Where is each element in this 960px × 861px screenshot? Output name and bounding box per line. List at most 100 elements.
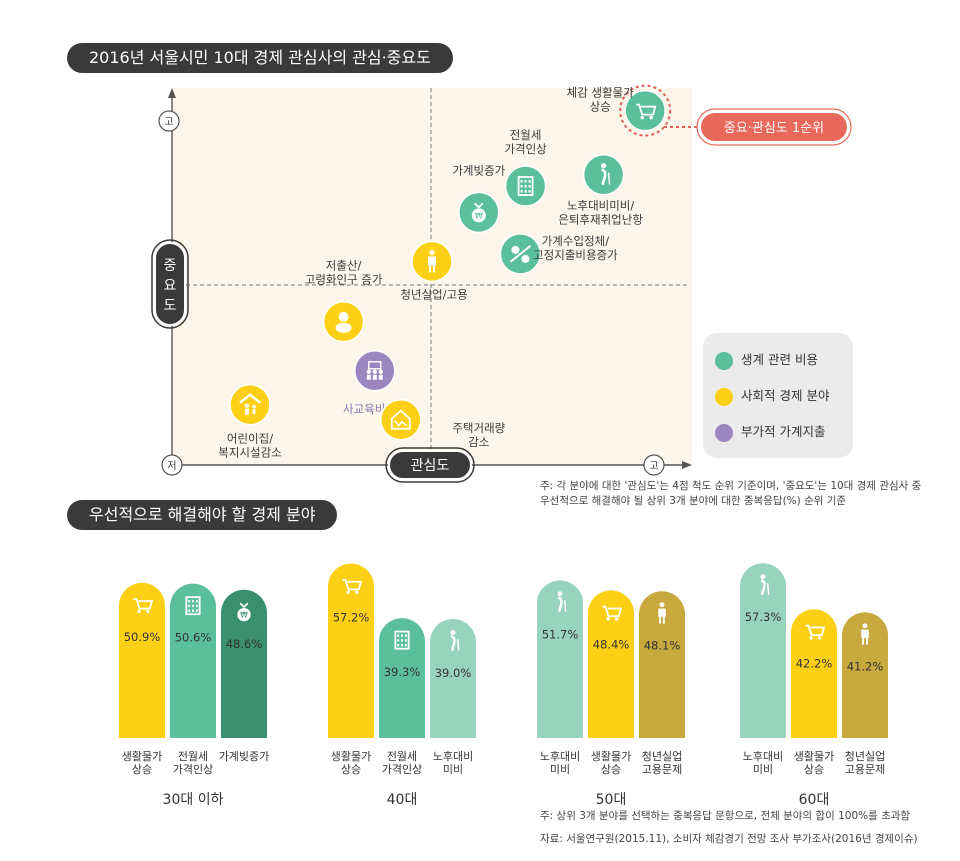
bar-shape [119, 582, 165, 738]
building-icon [517, 176, 534, 196]
svg-text:₩: ₩ [240, 610, 248, 619]
bar-value-label: 48.4% [593, 637, 630, 651]
bar-shape [740, 563, 786, 738]
bar-shape [537, 580, 583, 738]
bar: 39.3% 전월세 가격인상 [379, 618, 425, 776]
bar: 48.4% 생활물가 상승 [588, 590, 634, 776]
origin-marker [161, 454, 183, 476]
x-high-marker [643, 454, 665, 476]
scatter-point: 가계수입정체/고정지출비용증가 [499, 233, 618, 275]
bar-value-label: 39.0% [435, 666, 472, 680]
bar-group: 51.7% 노후대비 미비 48.4% 생활물가 상승 48.1% 청년실업 고용문제 50대 [537, 580, 685, 808]
y-axis-title-pill [154, 242, 186, 326]
bar: ₩48.6% 가계빚증가 [219, 589, 270, 763]
y-axis-arrow [168, 88, 176, 98]
elderly-icon [601, 163, 611, 186]
bar: 57.3% 노후대비 미비 [740, 563, 786, 776]
bar-group: 57.3% 노후대비 미비 42.2% 생활물가 상승 41.2% 청년실업 고용문제 60대 [740, 563, 888, 808]
scatter-point: 사교육비증가 [343, 350, 407, 416]
bar-value-label: 57.3% [745, 610, 782, 624]
legend-swatch [715, 351, 733, 370]
legend-item-living-cost: 생계 관련 비용 [715, 350, 818, 370]
worker-icon [861, 623, 869, 645]
bar-category-label: 생활물가 상승 [122, 749, 162, 776]
bar-shape [221, 589, 267, 738]
bar-value-label: 50.6% [175, 631, 212, 645]
x-axis-title-pill [388, 450, 472, 480]
bar: 39.0% 노후대비 미비 [430, 619, 476, 776]
scatter-note-line2: 우선적으로 해결해야 될 상위 3개 분야에 대한 중복응답(%) 순위 기준 [540, 495, 847, 507]
x-axis-arrow [682, 461, 692, 469]
bar-category-label: 노후대비 미비 [743, 750, 783, 776]
point-label: 어린이집/복지시설감소 [218, 432, 281, 460]
bar-shape [639, 591, 685, 738]
bar-value-label: 51.7% [542, 627, 579, 641]
bar-category-label: 생활물가 상승 [331, 749, 371, 776]
scatter-point: 저출산/고령화인구 증가 [305, 259, 383, 343]
money-bag-icon: ₩ [471, 202, 486, 223]
point-marker [624, 89, 666, 132]
point-label: 노후대비미비/은퇴후재취업난항 [558, 199, 643, 227]
bar-value-label: 57.2% [333, 611, 370, 625]
bar: 51.7% 노후대비 미비 [537, 580, 583, 776]
building-icon [185, 596, 201, 616]
legend-item-social-economy: 사회적 경제 분야 [715, 386, 829, 406]
highlight-ring [619, 84, 672, 137]
bar-value-label: 48.6% [226, 637, 263, 651]
bar-category-label: 가계빚증가 [219, 750, 270, 763]
bar-group-label: 40대 [387, 792, 418, 808]
bar-value-label: 48.1% [644, 638, 681, 652]
bar-chart: 50.9% 생활물가 상승 50.6% 전월세 가격인상 ₩48.6% 가계빚증가 30대 이하… [119, 563, 888, 808]
bar-category-label: 생활물가 상승 [794, 749, 834, 776]
x-axis-title: 관심도 [411, 458, 450, 474]
bar-category-label: 생활물가 상승 [591, 749, 631, 776]
house-money-icon [509, 245, 532, 263]
bar-category-label: 청년실업 고용문제 [642, 750, 682, 776]
legend-label: 생계 관련 비용 [741, 352, 818, 367]
scatter-point: 어린이집/복지시설감소 [218, 383, 282, 460]
bar-value-label: 42.2% [796, 656, 833, 670]
bar-shape [791, 609, 837, 738]
baby-icon [335, 311, 352, 333]
building-icon [394, 630, 410, 650]
legend-label: 사회적 경제 분야 [741, 388, 830, 403]
bar-category-label: 노후대비 미비 [433, 750, 473, 776]
scatter-title: 2016년 서울시민 10대 경제 관심사의 관심·중요도 [67, 43, 453, 73]
bar-category-label: 전월세 가격인상 [173, 750, 213, 776]
bar: 48.1% 청년실업 고용문제 [639, 591, 685, 776]
bar-group-label: 30대 이하 [163, 792, 224, 808]
cart-icon [342, 578, 363, 594]
y-high-label: 고 [164, 117, 173, 128]
point-label: 주택거래량 감소 [452, 421, 505, 449]
legend-item-extra-expense: 부가적 가계지출 [715, 422, 825, 442]
elderly-icon [760, 574, 770, 596]
bar-group-label: 60대 [799, 792, 830, 808]
bar-category-label: 전월세 가격인상 [382, 750, 422, 776]
house-chart-icon [390, 409, 411, 430]
bar-shape [170, 583, 216, 738]
svg-text:₩: ₩ [475, 211, 483, 220]
scatter-point: 청년실업/고용 [400, 240, 468, 301]
cart-icon [805, 624, 826, 640]
point-marker [582, 153, 625, 196]
bar-value-label: 41.2% [847, 659, 884, 673]
bar-shape [328, 563, 374, 738]
daycare-icon [239, 393, 261, 415]
worker-icon [428, 249, 436, 273]
scatter-point: 전월세 가격인상 [504, 128, 547, 207]
scatter-point: 체감 생활물가 상승 [567, 84, 672, 137]
bar-category-label: 청년실업 고용문제 [845, 750, 885, 776]
top-badge-label: 중요·관심도 1순위 [724, 121, 824, 136]
point-marker [229, 383, 271, 426]
x-high-label: 고 [649, 461, 658, 472]
cart-icon [133, 598, 154, 614]
point-label: 청년실업/고용 [400, 287, 467, 301]
cart-icon [602, 605, 623, 621]
bar-group-label: 50대 [596, 792, 627, 808]
legend: 생계 관련 비용 사회적 경제 분야 부가적 가계지출 [703, 333, 853, 458]
legend-swatch [715, 423, 733, 442]
worker-icon [658, 602, 666, 624]
bar-section-title: 우선적으로 해결해야 할 경제 분야 [67, 500, 338, 530]
